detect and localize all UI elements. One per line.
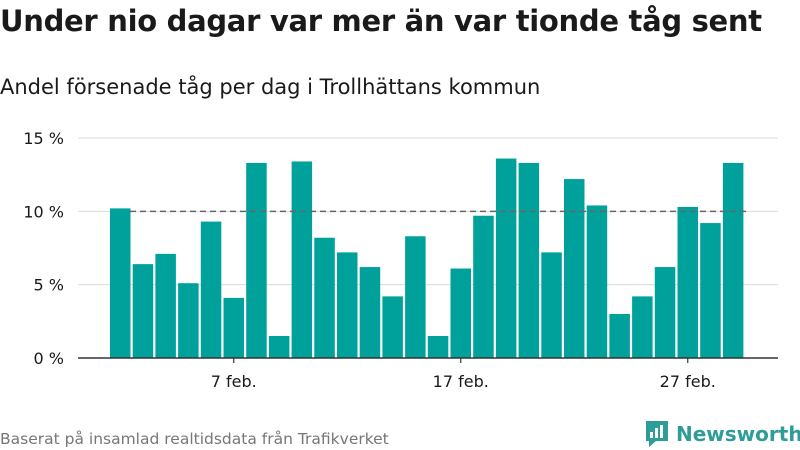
bar[interactable] (700, 223, 721, 358)
bar[interactable] (427, 336, 449, 358)
axes: 0 % 5 % 10 % 15 % 7 feb. 17 feb. 27 feb. (23, 129, 778, 391)
bar[interactable] (200, 221, 222, 358)
bar-chart: 0 % 5 % 10 % 15 % 7 feb. 17 feb. 27 feb. (23, 129, 778, 391)
bar[interactable] (654, 267, 676, 358)
brand-logo[interactable]: Newsworthy (644, 420, 800, 448)
bar[interactable] (268, 336, 290, 358)
bar[interactable] (722, 162, 744, 358)
bar[interactable] (382, 296, 403, 358)
y-tick-label: 5 % (34, 276, 64, 295)
chart-title: Under nio dagar var mer än var tionde tå… (0, 4, 762, 38)
bar[interactable] (609, 314, 630, 358)
bar[interactable] (586, 205, 608, 358)
bar[interactable] (246, 162, 267, 358)
bar[interactable] (405, 236, 426, 358)
source-note: Baserat på insamlad realtidsdata från Tr… (0, 430, 389, 448)
bar[interactable] (495, 158, 517, 358)
bar[interactable] (473, 215, 494, 358)
bar[interactable] (132, 264, 154, 358)
bar[interactable] (178, 283, 199, 358)
bar[interactable] (632, 296, 653, 358)
bars (110, 158, 744, 358)
bar[interactable] (677, 206, 699, 358)
newsworthy-logo-icon (646, 421, 668, 447)
bar[interactable] (450, 268, 472, 358)
brand-name: Newsworthy (676, 422, 800, 446)
chart-subtitle: Andel försenade tåg per dag i Trollhätta… (0, 75, 541, 99)
bar[interactable] (541, 252, 562, 358)
x-tick-label: 7 feb. (211, 372, 257, 391)
x-tick-label: 27 feb. (660, 372, 716, 391)
y-tick-label: 10 % (23, 202, 64, 221)
bar[interactable] (314, 237, 335, 358)
bar[interactable] (337, 252, 358, 358)
x-tick-label: 17 feb. (433, 372, 489, 391)
bar[interactable] (110, 208, 131, 358)
bar[interactable] (155, 253, 176, 358)
bar[interactable] (223, 297, 245, 358)
bar[interactable] (359, 267, 381, 358)
bar[interactable] (518, 162, 540, 358)
bar[interactable] (564, 179, 585, 358)
bar[interactable] (291, 161, 313, 358)
y-tick-label: 0 % (34, 349, 64, 368)
y-tick-label: 15 % (23, 129, 64, 148)
